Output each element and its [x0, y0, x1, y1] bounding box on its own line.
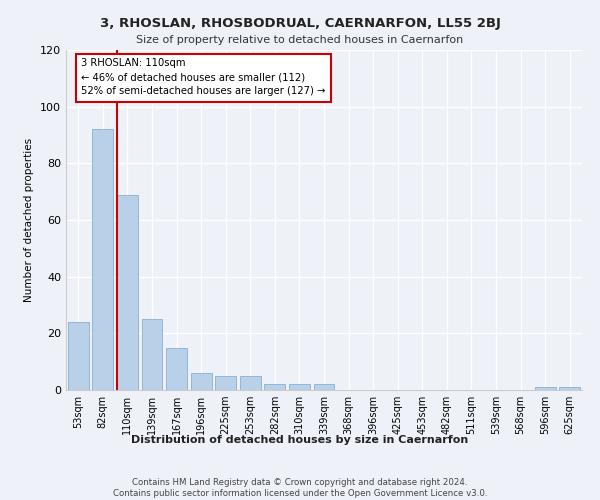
Text: 3 RHOSLAN: 110sqm
← 46% of detached houses are smaller (112)
52% of semi-detache: 3 RHOSLAN: 110sqm ← 46% of detached hous…: [81, 58, 326, 96]
Bar: [166, 348, 187, 390]
Bar: [92, 130, 113, 390]
Text: Distribution of detached houses by size in Caernarfon: Distribution of detached houses by size …: [131, 435, 469, 445]
Y-axis label: Number of detached properties: Number of detached properties: [25, 138, 34, 302]
Bar: [265, 384, 286, 390]
Bar: [559, 387, 580, 390]
Bar: [68, 322, 89, 390]
Bar: [314, 384, 334, 390]
Bar: [535, 387, 556, 390]
Bar: [117, 194, 138, 390]
Bar: [289, 384, 310, 390]
Bar: [191, 373, 212, 390]
Bar: [215, 376, 236, 390]
Text: Size of property relative to detached houses in Caernarfon: Size of property relative to detached ho…: [136, 35, 464, 45]
Bar: [142, 319, 163, 390]
Text: Contains HM Land Registry data © Crown copyright and database right 2024.
Contai: Contains HM Land Registry data © Crown c…: [113, 478, 487, 498]
Bar: [240, 376, 261, 390]
Text: 3, RHOSLAN, RHOSBODRUAL, CAERNARFON, LL55 2BJ: 3, RHOSLAN, RHOSBODRUAL, CAERNARFON, LL5…: [100, 18, 500, 30]
